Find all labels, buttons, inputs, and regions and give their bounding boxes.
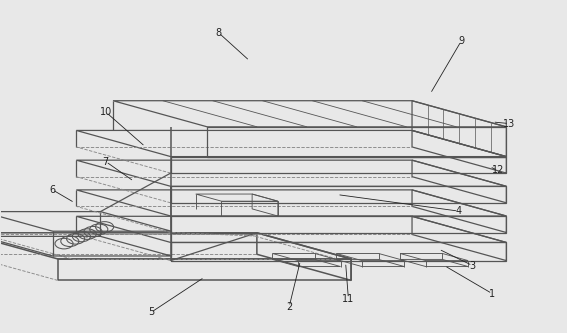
Text: 12: 12 xyxy=(492,166,504,175)
Text: 1: 1 xyxy=(489,289,496,299)
Text: 9: 9 xyxy=(458,36,464,46)
Text: 11: 11 xyxy=(342,294,354,304)
Text: 4: 4 xyxy=(455,206,462,216)
Text: 10: 10 xyxy=(100,107,112,117)
Text: 8: 8 xyxy=(215,28,222,38)
Text: 5: 5 xyxy=(148,307,154,317)
Text: 13: 13 xyxy=(503,119,515,129)
Text: 6: 6 xyxy=(49,184,55,194)
Text: 7: 7 xyxy=(103,157,109,166)
Text: 2: 2 xyxy=(286,302,292,312)
Text: 3: 3 xyxy=(469,260,476,271)
